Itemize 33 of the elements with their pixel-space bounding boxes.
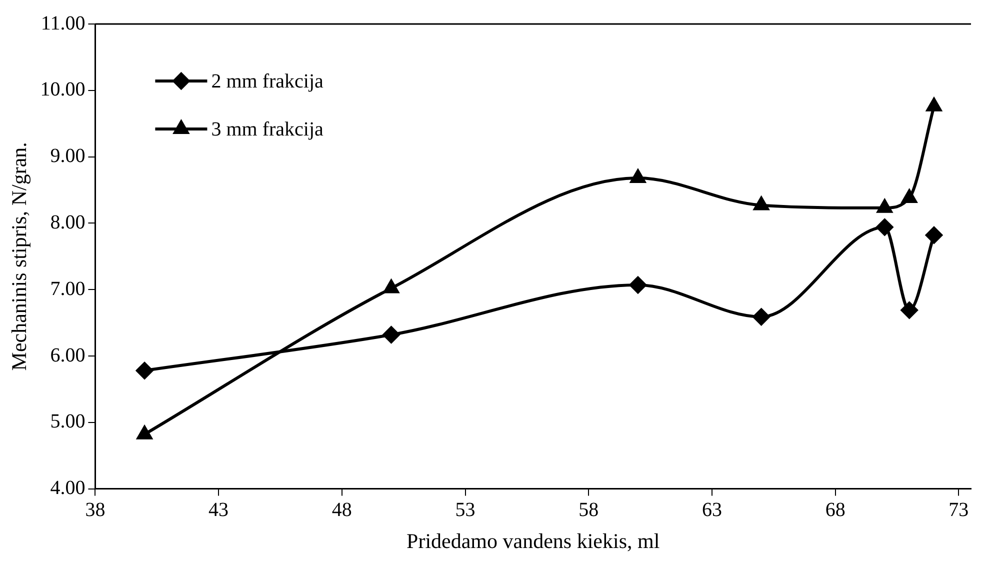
y-tick-label: 6.00 <box>50 344 86 366</box>
point <box>136 362 154 380</box>
point <box>877 199 892 213</box>
point <box>876 218 894 236</box>
y-tick-label: 5.00 <box>50 410 86 433</box>
x-axis-title: Pridedamo vandens kiekis, ml <box>406 528 660 553</box>
y-axis-title: Mechaninis stipris, N/gran. <box>7 142 32 371</box>
x-tick-label: 73 <box>948 499 969 522</box>
y-tick-label: 4.00 <box>50 477 86 500</box>
point <box>629 276 646 294</box>
y-tick-label: 8.00 <box>50 211 86 234</box>
point <box>900 302 918 319</box>
x-tick-label: 48 <box>332 499 352 522</box>
point <box>926 98 942 112</box>
y-tick-label: 11.00 <box>40 12 86 34</box>
x-tick-label: 58 <box>578 499 599 522</box>
x-tick-label: 38 <box>85 499 106 522</box>
legend-label: 3 mm frakcija <box>211 118 324 140</box>
point <box>384 280 399 294</box>
x-tick-label: 43 <box>208 499 229 522</box>
x-tick-label: 63 <box>702 499 722 522</box>
point <box>752 308 770 326</box>
legend-label: 2 mm frakcija <box>211 70 324 92</box>
y-tick-label: 10.00 <box>40 78 86 101</box>
y-tick-label: 9.00 <box>50 145 86 168</box>
y-tick-label: 7.00 <box>50 278 86 300</box>
point <box>630 170 646 184</box>
point <box>925 226 942 244</box>
point <box>382 326 400 344</box>
point <box>754 196 769 210</box>
x-tick-label: 53 <box>455 499 476 522</box>
x-tick-label: 68 <box>825 499 846 522</box>
point <box>902 189 917 203</box>
